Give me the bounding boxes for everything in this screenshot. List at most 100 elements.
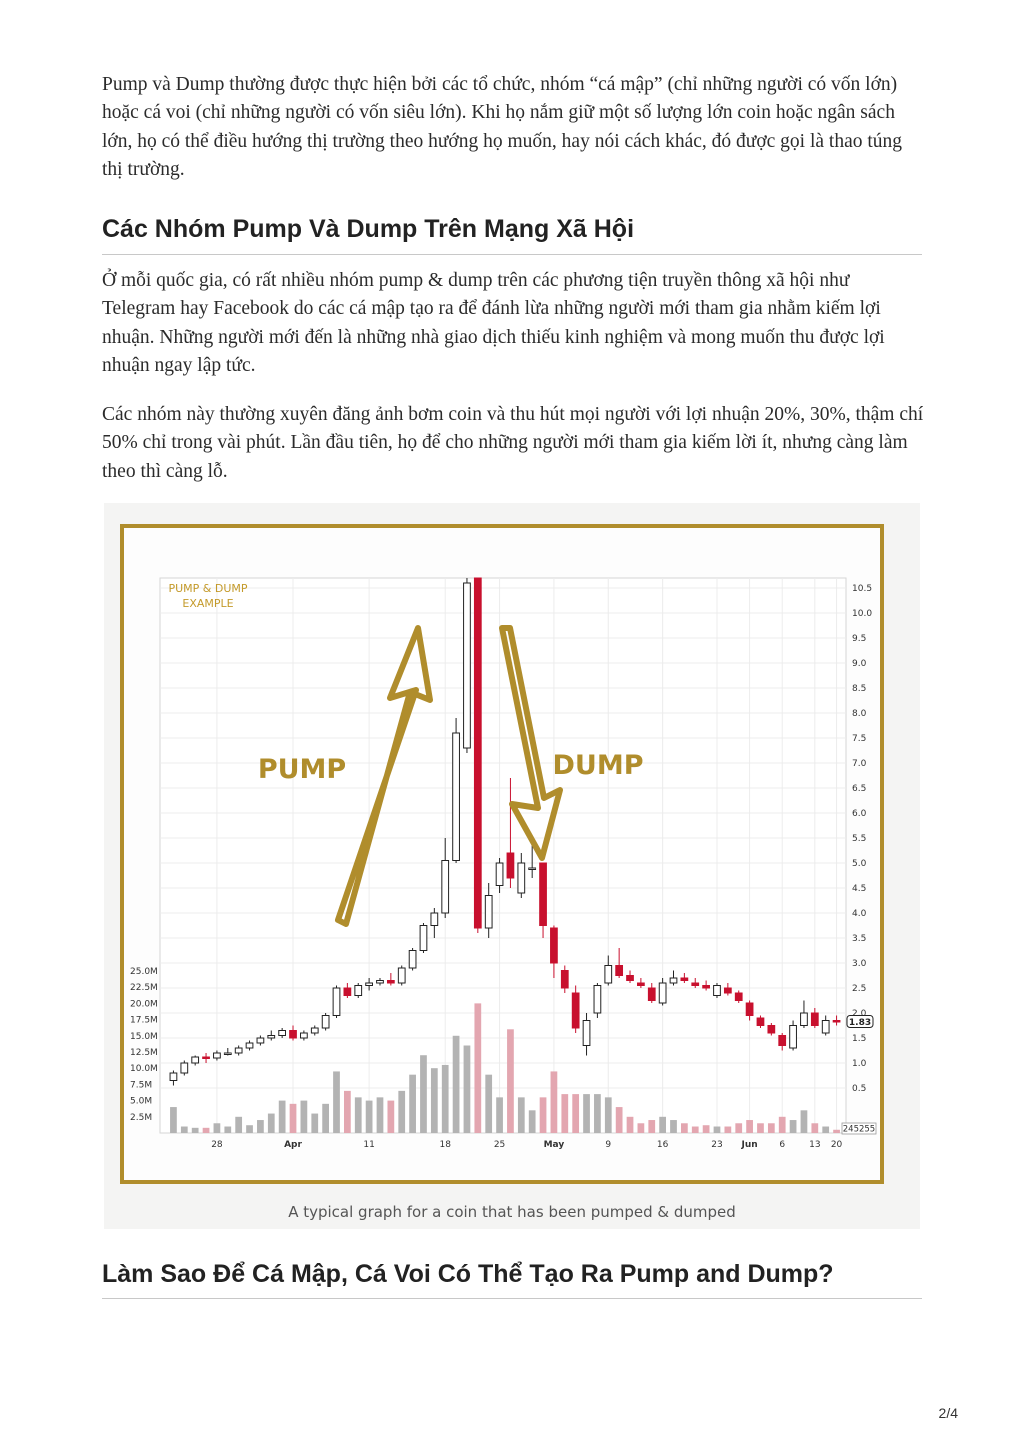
volume-tick-label: 12.5M — [130, 1048, 158, 1058]
candle-body — [223, 1052, 232, 1055]
dump-label: DUMP — [553, 750, 644, 781]
volume-bar — [702, 1125, 710, 1133]
price-tick-label: 3.5 — [852, 934, 866, 944]
candle-body — [245, 1042, 254, 1049]
volume-bar — [528, 1110, 536, 1133]
volume-tick-label: 15.0M — [130, 1032, 158, 1042]
date-tick-label: 11 — [363, 1140, 374, 1150]
volume-bar — [572, 1094, 580, 1133]
volume-bar — [311, 1113, 319, 1133]
volume-bar — [594, 1094, 601, 1133]
candle-body — [419, 925, 428, 951]
chart-title-line2: EXAMPLE — [182, 597, 233, 610]
volume-tick-label: 17.5M — [130, 1016, 158, 1026]
candle-body — [289, 1030, 297, 1039]
last-price-tag — [846, 1015, 874, 1028]
volume-bar — [224, 1126, 232, 1133]
candle-body — [397, 967, 406, 984]
candle-body — [321, 1015, 330, 1029]
candle-body — [441, 860, 450, 914]
volume-bar — [778, 1116, 786, 1133]
section-heading-groups: Các Nhóm Pump Và Dump Trên Mạng Xã Hội — [102, 215, 635, 243]
date-tick-label: 18 — [439, 1140, 451, 1150]
date-tick-label: 13 — [809, 1140, 820, 1150]
last-volume-label: 245255 — [843, 1125, 875, 1135]
volume-bar — [811, 1123, 819, 1133]
candle-body — [723, 987, 732, 994]
volume-bar — [713, 1126, 721, 1133]
volume-tick-label: 5.0M — [130, 1097, 152, 1107]
volume-bar — [670, 1120, 677, 1133]
candle-body — [810, 1012, 819, 1026]
price-tick-label: 2.5 — [852, 984, 866, 994]
date-tick-label: 9 — [605, 1140, 611, 1150]
pump-label: PUMP — [258, 754, 346, 785]
volume-bar — [822, 1126, 830, 1133]
volume-bar — [659, 1116, 666, 1133]
candle-body — [354, 985, 363, 996]
candle-body — [495, 862, 504, 886]
volume-tick-label: 22.5M — [130, 983, 158, 993]
price-tick-label: 4.5 — [852, 884, 866, 894]
price-tick-label: 7.5 — [852, 734, 866, 744]
candle-body — [658, 982, 667, 1004]
price-tick-label: 1.0 — [852, 1059, 867, 1069]
candle-body — [300, 1032, 308, 1039]
volume-bar — [615, 1107, 623, 1133]
candle-body — [800, 1012, 808, 1026]
volume-bar — [767, 1123, 775, 1133]
volume-bar — [420, 1055, 427, 1133]
volume-bar — [267, 1113, 275, 1133]
chart-frame: 10.5 10.0 9.5 9.0 8.5 8.0 7.5 7.0 6.5 6.0 5.5 5.0 4.… — [120, 524, 884, 1184]
candle-body — [789, 1025, 797, 1049]
volume-bar — [724, 1126, 732, 1133]
price-tick-label: 7.0 — [852, 759, 867, 769]
price-tick-label: 5.0 — [852, 859, 867, 869]
price-tick-label: 10.5 — [852, 584, 872, 594]
candle-body — [832, 1020, 841, 1023]
candle-body — [582, 1020, 591, 1046]
candle-body — [745, 1002, 754, 1016]
volume-bar — [202, 1127, 210, 1133]
volume-bar — [474, 1003, 482, 1133]
price-tick-label: 0.5 — [852, 1084, 866, 1094]
date-tick-label: Apr — [284, 1140, 302, 1150]
volume-bar — [257, 1120, 264, 1133]
candle-body — [343, 987, 352, 996]
candle-body — [626, 975, 634, 981]
volume-bar — [648, 1120, 656, 1133]
volume-bar — [246, 1125, 253, 1133]
candle-body — [528, 867, 537, 870]
date-tick-label: May — [544, 1140, 565, 1150]
volume-bar — [561, 1094, 569, 1133]
last-volume-tag — [841, 1122, 877, 1135]
candle-body — [560, 970, 569, 989]
candle-body — [484, 895, 493, 929]
candle-body — [637, 982, 645, 986]
plot-area — [159, 577, 847, 1134]
volume-bar — [441, 1064, 449, 1133]
volume-bar — [735, 1123, 743, 1133]
volume-bar — [517, 1097, 525, 1133]
candle-body — [702, 985, 710, 989]
volume-tick-label: 20.0M — [130, 999, 158, 1009]
volume-bar — [604, 1097, 612, 1133]
volume-tick-label: 25.0M — [130, 967, 158, 977]
volume-bar — [637, 1123, 645, 1133]
candle-body — [821, 1020, 830, 1034]
candle-body — [430, 912, 439, 926]
volume-bar — [746, 1120, 753, 1133]
candle-body — [202, 1056, 210, 1059]
candle-body — [680, 977, 689, 981]
candle-body — [213, 1052, 221, 1059]
volume-bar — [800, 1110, 808, 1133]
candle-body — [452, 732, 460, 861]
candle-body — [550, 927, 558, 964]
volume-bar — [507, 1029, 514, 1133]
paragraph-intro: Pump và Dump thường được thực hiện bởi c… — [102, 74, 903, 180]
volume-tick-label: 7.5M — [130, 1080, 152, 1090]
volume-bar — [235, 1116, 243, 1133]
volume-bar — [180, 1126, 188, 1133]
candle-body — [234, 1047, 243, 1054]
candle-body — [778, 1035, 787, 1046]
